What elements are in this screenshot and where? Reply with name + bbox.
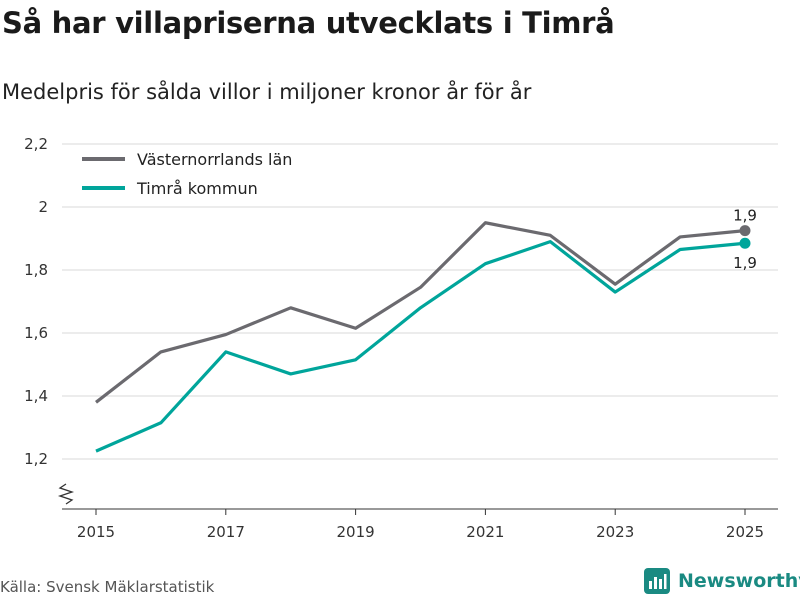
line-chart: 1,2 1,4 1,6 1,8 2 2,2 2015 2017 2019 2021 2023 2025… [24,135,778,541]
x-tick-label: 2023 [596,523,634,541]
brand-name: Newsworthy [678,570,800,592]
x-tick-label: 2021 [466,523,504,541]
series-end-marker-0 [739,225,751,237]
axis-break-icon [57,483,75,505]
legend-label-1: Timrå kommun [136,179,258,198]
y-tick-label: 1,4 [24,387,48,405]
y-tick-label: 1,2 [24,450,48,468]
x-tick-label: 2015 [77,523,115,541]
y-tick-label: 2,2 [24,135,48,153]
chart-subtitle: Medelpris för sålda villor i miljoner kr… [2,80,532,104]
brand-logo: Newsworthy [644,568,800,594]
y-tick-label: 2 [38,198,48,216]
series-end-label-0: 1,9 [733,207,757,225]
source-note: Källa: Svensk Mäklarstatistik [0,578,215,596]
x-tick-label: 2025 [726,523,764,541]
series-line-0 [95,221,746,404]
series-line-1 [95,240,746,453]
series-end-label-1: 1,9 [733,254,757,272]
y-tick-label: 1,6 [24,324,48,342]
series-end-marker-1 [739,237,751,249]
legend-label-0: Västernorrlands län [137,150,292,169]
x-tick-label: 2017 [207,523,245,541]
x-tick-label: 2019 [337,523,375,541]
y-tick-label: 1,8 [24,261,48,279]
chart-title: Så har villapriserna utvecklats i Timrå [2,6,615,40]
newsworthy-icon [644,568,670,594]
